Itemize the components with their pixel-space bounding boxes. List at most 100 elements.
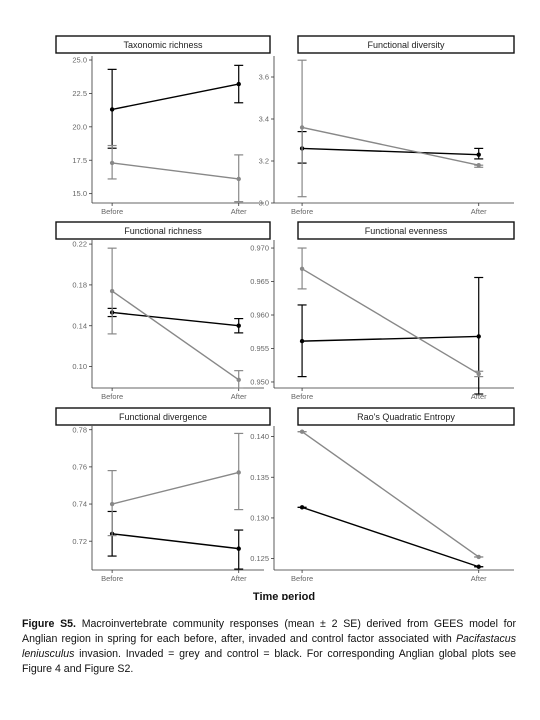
y-tick-label: 20.0 xyxy=(72,122,87,131)
y-tick-label: 0.78 xyxy=(72,425,87,434)
panel-title-strip xyxy=(297,407,515,426)
data-point xyxy=(476,564,481,569)
series-line xyxy=(301,506,479,568)
panel-title: Taxonomic richness xyxy=(123,40,203,50)
panel-3: Functional richness 0.10 0.14 0.18 0.22 Befor… xyxy=(55,221,271,401)
data-point xyxy=(299,125,305,130)
x-tick-label: Before xyxy=(101,574,123,583)
panel-title-strip xyxy=(55,407,271,426)
panel-1: Taxonomic richness 15.0 17.5 20.0 22.5 25.0 Be… xyxy=(55,35,271,216)
y-tick-label: 0.965 xyxy=(250,277,269,286)
series-invaded xyxy=(297,59,484,198)
series-line xyxy=(112,162,239,180)
data-point xyxy=(299,338,305,344)
panel-title: Functional divergence xyxy=(119,412,207,422)
y-tick-label: 0.125 xyxy=(250,554,269,563)
y-tick-label: 0.970 xyxy=(250,244,269,253)
y-tick-label: 0.74 xyxy=(72,500,87,509)
series-line xyxy=(302,147,479,156)
caption-label: Figure S5. xyxy=(22,618,76,630)
data-point xyxy=(236,546,241,551)
series-control xyxy=(297,505,484,569)
y-tick-label: 3.6 xyxy=(259,73,269,82)
series-control xyxy=(297,276,484,395)
data-point xyxy=(236,377,241,383)
series-line xyxy=(112,311,239,327)
series-invaded xyxy=(107,144,244,203)
series-invaded xyxy=(297,429,484,560)
series-control xyxy=(107,510,244,570)
data-point xyxy=(236,470,241,475)
caption-text-1: Macroinvertebrate community responses (m… xyxy=(22,618,516,645)
panel-title: Rao's Quadratic Entropy xyxy=(357,412,455,422)
panel-title: Functional evenness xyxy=(365,226,448,236)
x-tick-label: Before xyxy=(101,392,123,401)
series-line xyxy=(301,126,479,166)
series-line xyxy=(111,83,239,111)
y-tick-label: 17.5 xyxy=(72,156,87,165)
panel-title: Functional diversity xyxy=(367,40,445,50)
data-point xyxy=(299,505,305,510)
panel-6: Rao's Quadratic Entropy 0.125 0.130 0.135 0.… xyxy=(250,407,515,583)
y-tick-label: 25.0 xyxy=(72,56,87,65)
y-tick-label: 0.960 xyxy=(250,311,269,320)
y-tick-label: 22.5 xyxy=(72,89,87,98)
series-line xyxy=(301,268,480,375)
data-point xyxy=(236,176,241,182)
y-tick-label: 0.10 xyxy=(72,362,87,371)
y-tick-label: 0.14 xyxy=(72,321,87,330)
series-control xyxy=(107,307,244,334)
x-tick-label: After xyxy=(231,207,247,216)
x-tick-label: Before xyxy=(101,207,123,216)
series-invaded xyxy=(297,247,484,378)
panel-title-strip xyxy=(297,35,515,54)
series-line xyxy=(112,533,239,550)
data-point xyxy=(476,554,481,560)
y-tick-label: 0.22 xyxy=(72,240,87,249)
x-tick-label: After xyxy=(471,392,487,401)
data-point xyxy=(299,266,305,271)
y-tick-label: 0.72 xyxy=(72,537,87,546)
x-axis-title: Time period xyxy=(253,591,315,600)
x-tick-label: After xyxy=(231,574,247,583)
x-tick-label: Before xyxy=(291,574,313,583)
y-tick-label: 0.140 xyxy=(250,432,269,441)
data-point xyxy=(236,323,241,328)
panel-2: Functional diversity 3.0 3.2 3.4 3.6 Before Af… xyxy=(259,35,515,216)
y-tick-label: 0.950 xyxy=(250,378,269,387)
x-tick-label: Before xyxy=(291,392,313,401)
panel-5: Functional divergence 0.72 0.74 0.76 0.78 Bef… xyxy=(55,407,271,583)
y-tick-label: 3.0 xyxy=(259,199,269,208)
data-point xyxy=(109,107,115,112)
panel-title-strip xyxy=(55,35,271,54)
data-point xyxy=(109,288,115,294)
y-tick-label: 0.18 xyxy=(72,281,87,290)
panel-4: Functional evenness 0.950 0.955 0.960 0.965 0… xyxy=(250,221,515,401)
data-point xyxy=(476,163,481,168)
data-point xyxy=(109,501,115,507)
data-point xyxy=(299,429,305,434)
data-point xyxy=(236,81,241,87)
y-tick-label: 0.76 xyxy=(72,462,87,471)
data-point xyxy=(476,371,481,377)
y-tick-label: 3.4 xyxy=(259,115,269,124)
series-line xyxy=(111,290,240,381)
x-tick-label: After xyxy=(471,207,487,216)
y-tick-label: 0.135 xyxy=(250,473,269,482)
series-line xyxy=(301,431,480,558)
panel-title-strip xyxy=(55,221,271,240)
figure-caption: Figure S5. Macroinvertebrate community r… xyxy=(22,617,516,677)
x-tick-label: After xyxy=(471,574,487,583)
figure-panels: Time period Taxonomic richness 15.0 17.5 20… xyxy=(55,35,515,600)
series-line xyxy=(111,471,239,505)
caption-species: Pacifastacus leniusculus xyxy=(22,633,516,660)
y-tick-label: 3.2 xyxy=(259,157,269,166)
x-tick-label: Before xyxy=(291,207,313,216)
panel-title-strip xyxy=(297,221,515,240)
x-tick-label: After xyxy=(231,392,247,401)
panel-title: Functional richness xyxy=(124,226,202,236)
y-tick-label: 15.0 xyxy=(72,189,87,198)
series-control xyxy=(297,131,484,164)
series-line xyxy=(302,335,479,342)
data-point xyxy=(109,160,115,166)
